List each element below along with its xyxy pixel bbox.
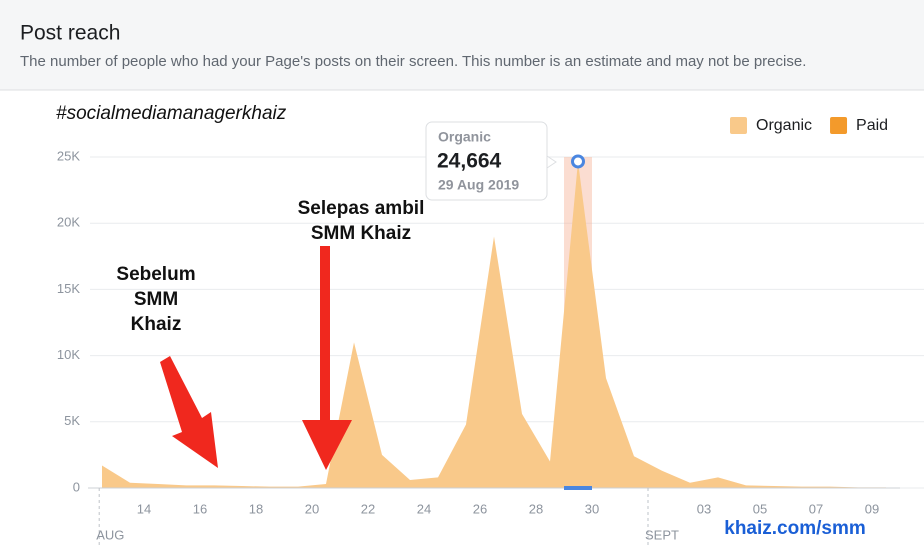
x-tick-label: 18 [249, 501, 263, 516]
x-tick-label: 07 [809, 501, 823, 516]
x-tick-label: 14 [137, 501, 151, 516]
watermark: khaiz.com/smm [724, 518, 866, 539]
x-tick-label: 20 [305, 501, 319, 516]
legend-label: Organic [756, 117, 812, 134]
tooltip-series: Organic [438, 129, 491, 145]
legend-swatch [730, 117, 747, 134]
y-tick-label: 20K [57, 215, 80, 230]
tooltip-date: 29 Aug 2019 [438, 177, 519, 193]
y-tick-label: 10K [57, 347, 80, 362]
panel-title: Post reach [20, 22, 120, 45]
x-tick-label: 24 [417, 501, 431, 516]
annotation-line: Khaiz [131, 314, 182, 335]
legend-swatch [830, 117, 848, 134]
annotation-line: SMM Khaiz [311, 223, 411, 244]
x-tick-label: 26 [473, 501, 487, 516]
y-tick-label: 0 [73, 479, 80, 494]
arrows [160, 246, 352, 470]
x-tick-label: 09 [865, 501, 879, 516]
legend: Organic Paid [730, 117, 888, 134]
area [102, 161, 886, 488]
tooltip-value: 24,664 [437, 150, 502, 173]
arrow-before [160, 356, 218, 468]
plot: 0 5K 10K 15K 20K 25K 14 16 18 20 22 24 26 28 30 03 05 07 0… [57, 148, 924, 545]
y-tick-label: 5K [64, 413, 80, 428]
annotation-line: Sebelum [116, 264, 195, 285]
y-tick-label: 15K [57, 281, 80, 296]
tooltip-pointer [546, 155, 557, 169]
annotation-line: SMM [134, 289, 178, 310]
x-tick-label: 16 [193, 501, 207, 516]
y-tick-label: 25K [57, 148, 80, 163]
header-background [0, 0, 924, 90]
x-tick-label: 30 [585, 501, 599, 516]
month-label: AUG [96, 527, 124, 542]
hover-point [571, 154, 585, 169]
x-tick-label: 03 [697, 501, 711, 516]
hashtag: #socialmediamanagerkhaiz [56, 103, 287, 124]
x-tick-label: 05 [753, 501, 767, 516]
x-tick-label: 28 [529, 501, 543, 516]
arrow-after [302, 246, 352, 470]
tooltip: Organic 24,664 29 Aug 2019 [425, 121, 557, 201]
legend-label: Paid [856, 117, 888, 134]
annotation-line: Selepas ambil [298, 198, 425, 219]
x-tick-label: 22 [361, 501, 375, 516]
month-label: SEPT [645, 527, 679, 542]
panel-subtitle: The number of people who had your Page's… [20, 53, 806, 70]
